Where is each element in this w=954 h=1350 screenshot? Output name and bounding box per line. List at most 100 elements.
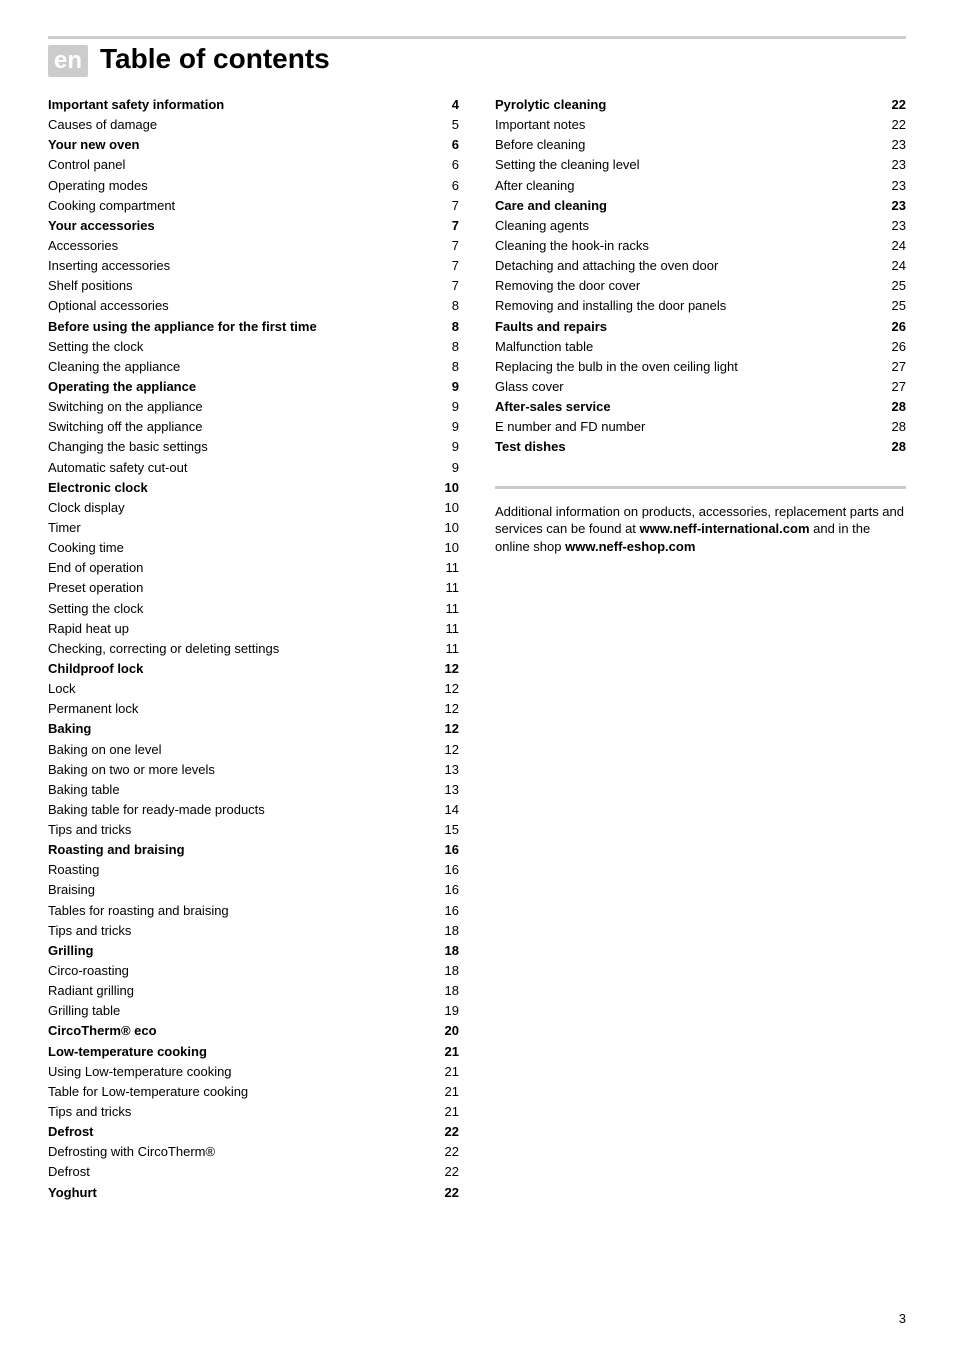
toc-label: Permanent lock	[48, 699, 138, 719]
toc-page: 19	[445, 1001, 459, 1021]
toc-page: 10	[445, 498, 459, 518]
toc-label: Circo-roasting	[48, 961, 129, 981]
toc-row: Lock12	[48, 679, 459, 699]
toc-row: Automatic safety cut-out9	[48, 458, 459, 478]
toc-label: Important notes	[495, 115, 585, 135]
toc-page: 5	[452, 115, 459, 135]
toc-label: Automatic safety cut-out	[48, 458, 187, 478]
toc-row: Setting the clock11	[48, 599, 459, 619]
toc-row: End of operation11	[48, 558, 459, 578]
toc-page: 21	[445, 1082, 459, 1102]
toc-page: 7	[452, 256, 459, 276]
toc-label: Replacing the bulb in the oven ceiling l…	[495, 357, 738, 377]
toc-row: Cooking compartment7	[48, 196, 459, 216]
toc-row: Childproof lock12	[48, 659, 459, 679]
toc-label: Preset operation	[48, 578, 143, 598]
toc-page: 18	[445, 921, 459, 941]
toc-page: 16	[445, 860, 459, 880]
toc-page: 16	[445, 840, 459, 860]
toc-row: Switching on the appliance9	[48, 397, 459, 417]
toc-label: Grilling	[48, 941, 94, 961]
toc-label: Clock display	[48, 498, 125, 518]
toc-label: Rapid heat up	[48, 619, 129, 639]
toc-row: Glass cover27	[495, 377, 906, 397]
toc-label: Baking	[48, 719, 91, 739]
toc-page: 24	[892, 236, 906, 256]
toc-page: 23	[892, 176, 906, 196]
toc-row: Rapid heat up 11	[48, 619, 459, 639]
toc-row: CircoTherm® eco 20	[48, 1021, 459, 1041]
toc-row: Baking on one level12	[48, 740, 459, 760]
toc-row: Roasting 16	[48, 860, 459, 880]
toc-page: 25	[892, 276, 906, 296]
info-part-1: www.neff-international.com	[640, 521, 810, 536]
toc-label: Important safety information	[48, 95, 224, 115]
toc-row: Cleaning agents23	[495, 216, 906, 236]
toc-page: 22	[445, 1183, 459, 1203]
toc-label: CircoTherm® eco	[48, 1021, 157, 1041]
toc-label: Switching on the appliance	[48, 397, 203, 417]
toc-row: Shelf positions7	[48, 276, 459, 296]
toc-row: Operating the appliance 9	[48, 377, 459, 397]
toc-label: Defrost	[48, 1162, 90, 1182]
toc-row: Roasting and braising 16	[48, 840, 459, 860]
toc-page: 8	[452, 296, 459, 316]
toc-label: Using Low-temperature cooking	[48, 1062, 232, 1082]
toc-row: Tables for roasting and braising 16	[48, 901, 459, 921]
toc-page: 20	[445, 1021, 459, 1041]
toc-row: Your accessories7	[48, 216, 459, 236]
toc-row: Tips and tricks15	[48, 820, 459, 840]
toc-row: Permanent lock12	[48, 699, 459, 719]
toc-page: 10	[445, 518, 459, 538]
toc-label: Cleaning the appliance	[48, 357, 180, 377]
toc-row: Defrosting with CircoTherm®22	[48, 1142, 459, 1162]
toc-label: Table for Low-temperature cooking	[48, 1082, 248, 1102]
toc-label: Your new oven	[48, 135, 140, 155]
toc-label: Roasting	[48, 860, 99, 880]
toc-page: 9	[452, 377, 459, 397]
toc-label: Tips and tricks	[48, 820, 131, 840]
toc-label: Before cleaning	[495, 135, 585, 155]
toc-label: Defrost	[48, 1122, 94, 1142]
toc-label: End of operation	[48, 558, 143, 578]
toc-label: Optional accessories	[48, 296, 169, 316]
toc-label: Cleaning agents	[495, 216, 589, 236]
toc-row: Changing the basic settings9	[48, 437, 459, 457]
toc-label: Checking, correcting or deleting setting…	[48, 639, 279, 659]
toc-page: 27	[892, 357, 906, 377]
toc-page: 23	[892, 196, 906, 216]
toc-row: Test dishes28	[495, 437, 906, 457]
toc-label: Baking table	[48, 780, 120, 800]
toc-page: 28	[892, 397, 906, 417]
toc-page: 16	[445, 901, 459, 921]
toc-label: Yoghurt	[48, 1183, 97, 1203]
toc-label: Changing the basic settings	[48, 437, 208, 457]
toc-row: Defrost 22	[48, 1122, 459, 1142]
toc-page: 11	[446, 619, 460, 639]
toc-label: Roasting and braising	[48, 840, 185, 860]
toc-page: 9	[452, 417, 459, 437]
page-number: 3	[899, 1311, 906, 1326]
toc-row: Setting the clock8	[48, 337, 459, 357]
toc-label: Tables for roasting and braising	[48, 901, 229, 921]
toc-page: 16	[445, 880, 459, 900]
toc-page: 6	[452, 155, 459, 175]
toc-row: Removing and installing the door panels2…	[495, 296, 906, 316]
toc-row: After cleaning23	[495, 176, 906, 196]
toc-label: Pyrolytic cleaning	[495, 95, 606, 115]
toc-label: Lock	[48, 679, 75, 699]
toc-page: 22	[445, 1122, 459, 1142]
toc-page: 18	[445, 941, 459, 961]
toc-page: 11	[446, 578, 460, 598]
toc-row: Braising16	[48, 880, 459, 900]
toc-row: Cleaning the hook-in racks24	[495, 236, 906, 256]
toc-label: Operating the appliance	[48, 377, 196, 397]
toc-label: Malfunction table	[495, 337, 593, 357]
toc-page: 7	[452, 196, 459, 216]
toc-page: 11	[446, 599, 460, 619]
toc-label: Baking table for ready-made products	[48, 800, 265, 820]
toc-page: 12	[445, 740, 459, 760]
toc-page: 27	[892, 377, 906, 397]
toc-row: Low-temperature cooking21	[48, 1042, 459, 1062]
toc-page: 24	[892, 256, 906, 276]
